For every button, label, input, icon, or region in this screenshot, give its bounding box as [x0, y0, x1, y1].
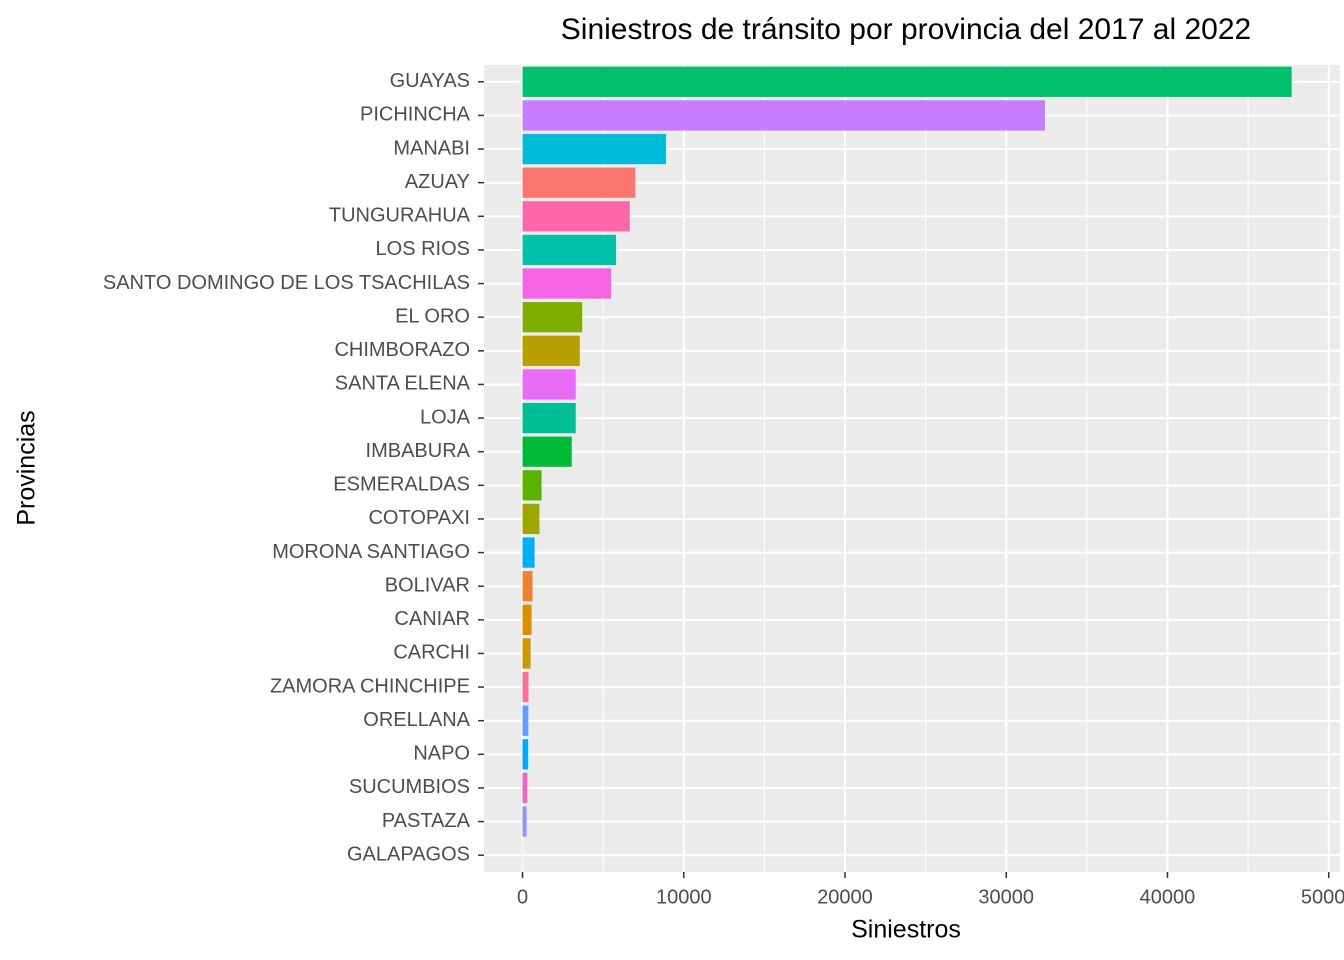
- bar: [522, 66, 1292, 97]
- bar: [522, 335, 580, 366]
- y-tick-label: SANTO DOMINGO DE LOS TSACHILAS: [103, 272, 470, 294]
- panel: [484, 65, 1340, 872]
- y-tick-label: PASTAZA: [382, 810, 471, 832]
- y-tick-label: COTOPAXI: [368, 507, 470, 529]
- bar: [522, 234, 617, 266]
- bar: [522, 772, 528, 804]
- bar: [522, 470, 542, 501]
- bar: [522, 638, 531, 669]
- bar: [522, 739, 529, 770]
- bar: [522, 671, 529, 703]
- bar: [522, 369, 576, 400]
- y-tick-label: PICHINCHA: [360, 104, 471, 126]
- bar: [522, 806, 527, 837]
- bar: [522, 133, 667, 165]
- y-tick-label: MANABI: [393, 137, 470, 159]
- y-tick-label: LOJA: [420, 406, 471, 428]
- x-axis-title: Siniestros: [851, 916, 961, 944]
- bar: [522, 402, 576, 434]
- x-tick-label: 0: [517, 886, 528, 908]
- bar: [522, 436, 572, 467]
- y-tick-label: SUCUMBIOS: [349, 776, 470, 798]
- x-tick-label: 20000: [817, 886, 873, 908]
- bar: [522, 571, 533, 602]
- y-axis-title: Provincias: [13, 410, 41, 525]
- bar: [522, 604, 532, 635]
- x-tick-label: 40000: [1140, 886, 1196, 908]
- y-tick-label: IMBABURA: [366, 440, 471, 462]
- y-tick-label: GALAPAGOS: [347, 843, 470, 865]
- bar: [522, 201, 630, 232]
- y-tick-label: CARCHI: [393, 642, 470, 664]
- y-tick-label: ESMERALDAS: [333, 474, 470, 496]
- bar: [522, 268, 612, 299]
- x-tick-label: 50000: [1301, 886, 1344, 908]
- y-tick-label: CHIMBORAZO: [334, 339, 470, 361]
- chart-title: Siniestros de tránsito por provincia del…: [561, 13, 1251, 46]
- x-tick-label: 10000: [656, 886, 712, 908]
- y-tick-label: CANIAR: [394, 608, 470, 630]
- y-tick-label: ORELLANA: [363, 709, 470, 731]
- x-tick-label: 30000: [978, 886, 1034, 908]
- y-tick-label: ZAMORA CHINCHIPE: [270, 675, 470, 697]
- bar: [522, 100, 1045, 131]
- y-tick-label: TUNGURAHUA: [329, 205, 471, 227]
- bar: [522, 537, 535, 568]
- y-tick-label: GUAYAS: [390, 70, 470, 92]
- y-tick-label: SANTA ELENA: [335, 373, 471, 395]
- y-tick-label: AZUAY: [405, 171, 470, 193]
- y-tick-label: NAPO: [413, 743, 470, 765]
- bar: [522, 167, 636, 198]
- bar: [522, 302, 583, 333]
- y-tick-label: LOS RIOS: [376, 238, 470, 260]
- bar: [522, 503, 540, 535]
- y-tick-label: BOLIVAR: [385, 574, 470, 596]
- y-tick-label: MORONA SANTIAGO: [272, 541, 470, 563]
- bar: [522, 705, 529, 736]
- y-tick-label: EL ORO: [395, 305, 470, 327]
